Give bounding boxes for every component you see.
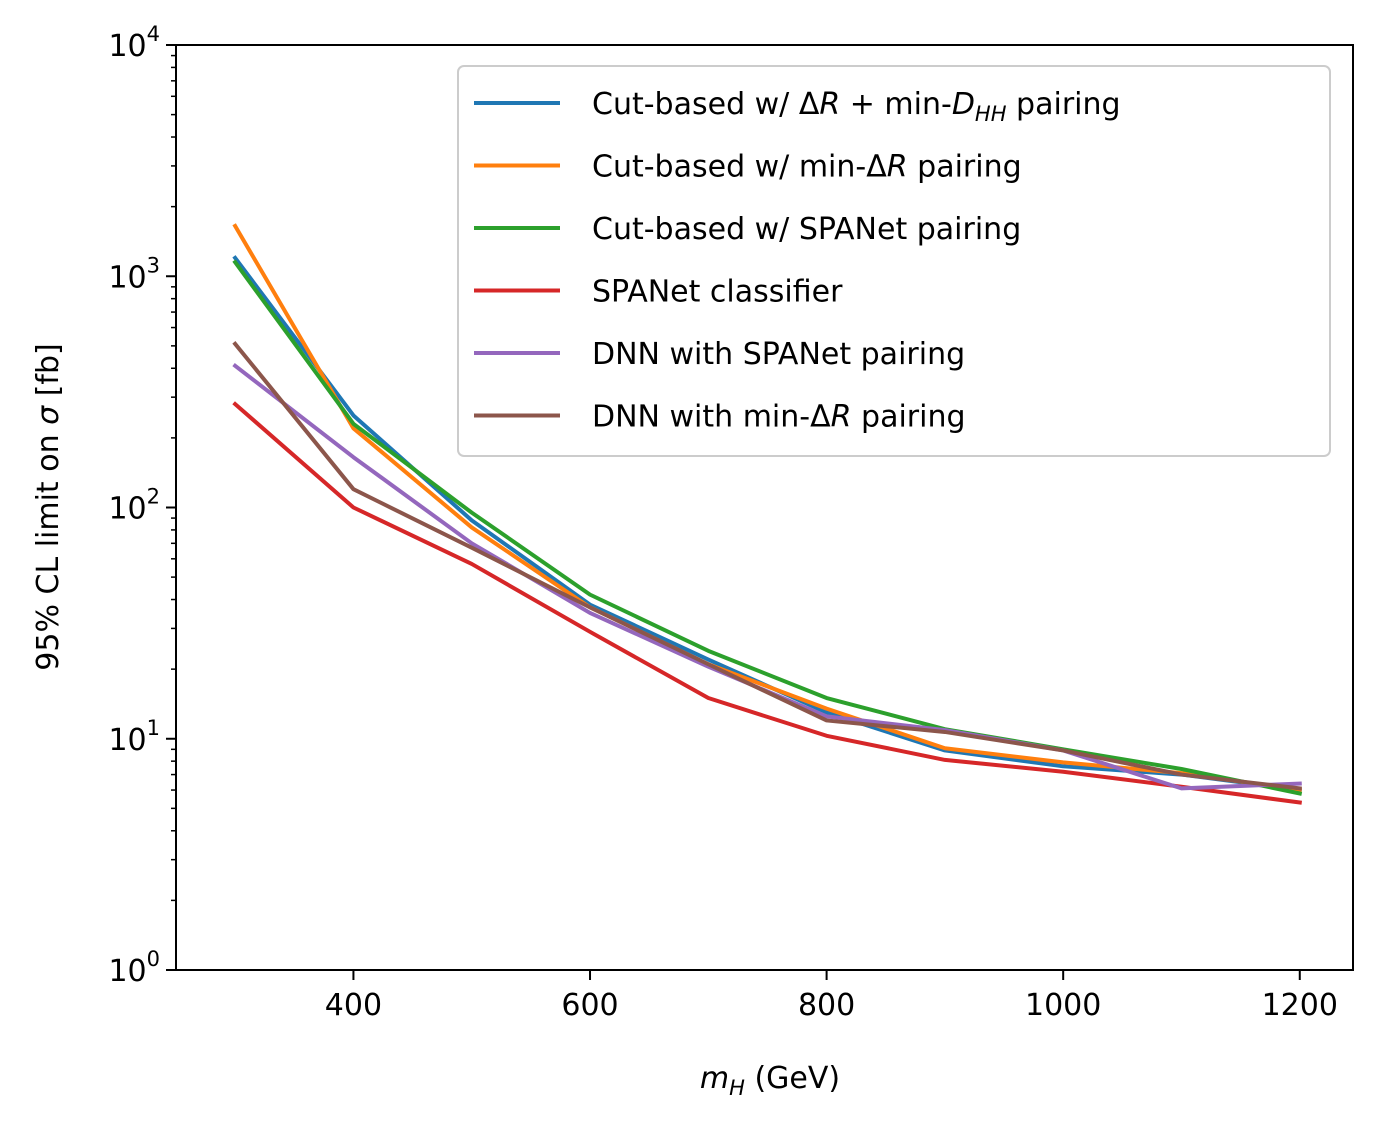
- legend-label-4: SPANet classifier: [592, 275, 843, 310]
- x-tick-label: 800: [798, 988, 855, 1023]
- legend-box: [457, 65, 1331, 457]
- x-axis-label: mH (GeV): [700, 1061, 840, 1100]
- legend-label-3: Cut-based w/ SPANet pairing: [592, 212, 1021, 247]
- x-tick-label: 1200: [1262, 988, 1338, 1023]
- legend: Cut-based w/ ΔR + min-DHH pairing Cut-bas…: [457, 65, 1331, 457]
- plot-lines: [232, 223, 1303, 805]
- legend-label-6: DNN with min-ΔR pairing: [592, 400, 966, 435]
- x-tick-label: 400: [325, 988, 382, 1023]
- legend-label-2: Cut-based w/ min-ΔR pairing: [592, 150, 1022, 185]
- x-tick-label: 600: [561, 988, 618, 1023]
- y-tick-label: 103: [108, 253, 160, 295]
- y-tick-label: 101: [108, 716, 160, 758]
- legend-label-5: DNN with SPANet pairing: [592, 337, 965, 372]
- y-axis-label: 95% CL limit on σ [fb]: [31, 343, 66, 670]
- legend-label-1: Cut-based w/ ΔR + min-DHH pairing: [592, 87, 1121, 126]
- series-line-4: [232, 401, 1303, 805]
- y-tick-label: 102: [108, 485, 160, 527]
- plot-frame: [175, 44, 1354, 971]
- x-tick-label: 1000: [1025, 988, 1101, 1023]
- y-tick-label: 100: [108, 947, 160, 989]
- axes-ticks: 400 600 800 1000 1200 100 101 102 103 104: [108, 22, 1338, 1023]
- legend-entries: Cut-based w/ ΔR + min-DHH pairing Cut-bas…: [474, 87, 1121, 435]
- series-line-6: [232, 341, 1302, 791]
- y-tick-label: 104: [108, 22, 160, 64]
- series-line-3: [232, 259, 1303, 796]
